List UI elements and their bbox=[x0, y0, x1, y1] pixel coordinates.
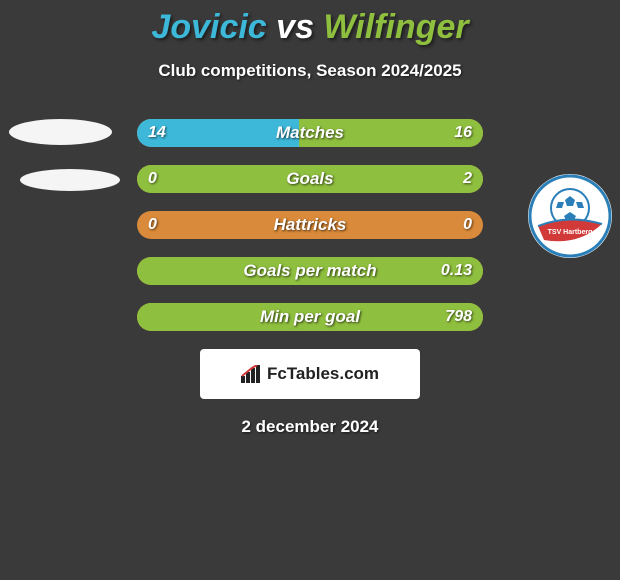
fctables-logo: FcTables.com bbox=[241, 364, 379, 384]
branding-text: FcTables.com bbox=[267, 364, 379, 384]
bars-icon bbox=[241, 365, 263, 383]
stat-row: 00Hattricks bbox=[0, 211, 620, 239]
stat-label: Hattricks bbox=[137, 211, 483, 239]
stat-label: Goals per match bbox=[137, 257, 483, 285]
stat-row: 1416Matches bbox=[0, 119, 620, 147]
subtitle: Club competitions, Season 2024/2025 bbox=[0, 61, 620, 81]
title-vs: vs bbox=[276, 8, 314, 46]
title-player1: Jovicic bbox=[151, 8, 266, 46]
stat-label: Min per goal bbox=[137, 303, 483, 331]
comparison-chart: TSV Hartberg 1416Matches02Goals00Hattric… bbox=[0, 119, 620, 331]
date-label: 2 december 2024 bbox=[0, 417, 620, 437]
title-player2: Wilfinger bbox=[323, 8, 468, 46]
branding-box: FcTables.com bbox=[200, 349, 420, 399]
stat-label: Goals bbox=[137, 165, 483, 193]
stat-row: 798Min per goal bbox=[0, 303, 620, 331]
stat-row: 0.13Goals per match bbox=[0, 257, 620, 285]
stat-label: Matches bbox=[137, 119, 483, 147]
page-title: Jovicic vs Wilfinger bbox=[0, 0, 620, 47]
stat-row: 02Goals bbox=[0, 165, 620, 193]
